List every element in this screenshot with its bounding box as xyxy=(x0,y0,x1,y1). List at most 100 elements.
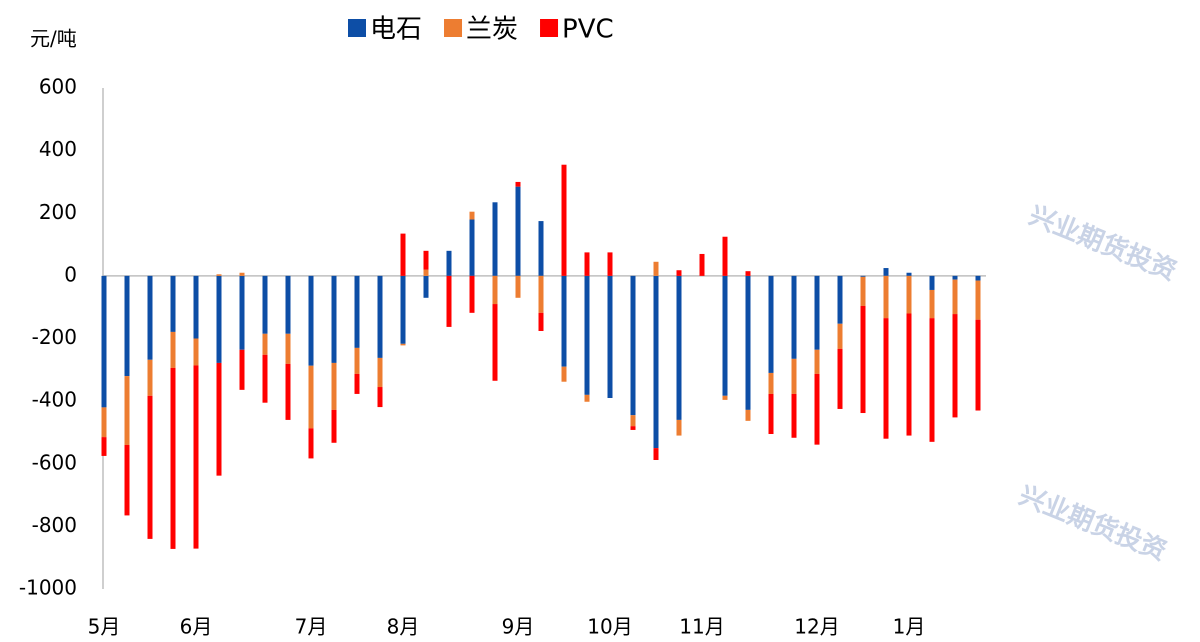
bar xyxy=(101,407,107,438)
bar xyxy=(423,250,429,270)
bar xyxy=(262,333,268,355)
bar xyxy=(423,275,429,298)
x-tick-label: 1月 xyxy=(893,615,926,639)
bar xyxy=(906,272,912,276)
bar xyxy=(538,312,544,331)
bar xyxy=(285,275,291,334)
y-tick-label: -400 xyxy=(32,388,77,412)
bar xyxy=(607,275,613,398)
bar xyxy=(170,331,176,368)
bar xyxy=(814,349,820,374)
bar xyxy=(147,395,153,539)
bar xyxy=(262,275,268,334)
bar xyxy=(906,275,912,314)
bar xyxy=(469,211,475,220)
bar xyxy=(975,280,981,320)
bar xyxy=(492,304,498,381)
bar xyxy=(216,274,222,276)
bar xyxy=(653,261,659,276)
bar xyxy=(860,276,866,306)
bar xyxy=(515,275,521,298)
bar xyxy=(975,275,981,281)
bar xyxy=(101,275,107,408)
bar xyxy=(952,275,958,280)
bar xyxy=(400,233,406,276)
bar xyxy=(331,275,337,363)
bar xyxy=(630,415,636,427)
x-tick-label: 6月 xyxy=(180,615,213,639)
bar xyxy=(676,419,682,436)
bar xyxy=(653,448,659,460)
bar xyxy=(400,275,406,344)
bar xyxy=(630,426,636,430)
bar xyxy=(929,275,935,290)
bar xyxy=(308,428,314,459)
bar xyxy=(193,275,199,339)
bar xyxy=(883,275,889,319)
bar xyxy=(837,275,843,324)
bar xyxy=(446,250,452,276)
bar xyxy=(147,275,153,360)
bar xyxy=(699,253,705,276)
bar xyxy=(216,362,222,476)
bar xyxy=(561,164,567,276)
x-tick-label: 12月 xyxy=(794,615,839,639)
bar xyxy=(745,409,751,421)
bar xyxy=(423,269,429,276)
bar xyxy=(124,444,130,516)
bar xyxy=(331,409,337,443)
legend-label: 兰炭 xyxy=(466,15,518,45)
bar xyxy=(883,268,889,276)
bar xyxy=(239,349,245,390)
bar xyxy=(814,275,820,350)
bar xyxy=(193,338,199,366)
y-tick-label: -200 xyxy=(32,325,77,349)
bar xyxy=(860,305,866,414)
bar xyxy=(515,186,521,276)
legend-label: 电石 xyxy=(370,15,422,45)
bar xyxy=(538,221,544,276)
bar xyxy=(170,367,176,549)
x-tick-label: 8月 xyxy=(387,615,420,639)
bar xyxy=(124,376,130,445)
bar xyxy=(354,275,360,348)
y-tick-label: 200 xyxy=(39,200,77,224)
bar xyxy=(354,347,360,374)
watermark: 兴业期货投资 xyxy=(1025,200,1181,287)
bar xyxy=(768,275,774,373)
bar xyxy=(469,275,475,313)
bar xyxy=(377,275,383,358)
bar xyxy=(745,271,751,276)
y-tick-label: -1000 xyxy=(19,576,77,600)
bar xyxy=(837,323,843,349)
y-tick-label: 600 xyxy=(39,75,77,99)
watermark: 兴业期货投资 xyxy=(1015,480,1171,567)
bar xyxy=(492,275,498,305)
bar xyxy=(676,275,682,420)
bar xyxy=(469,219,475,276)
y-tick-label: 400 xyxy=(39,137,77,161)
x-tick-label: 9月 xyxy=(502,615,535,639)
bar xyxy=(124,275,130,377)
x-tick-label: 7月 xyxy=(295,615,328,639)
bar xyxy=(745,275,751,410)
bar xyxy=(768,372,774,394)
bar xyxy=(308,365,314,429)
legend-label: PVC xyxy=(562,15,614,45)
bar xyxy=(722,275,728,396)
bar xyxy=(929,289,935,319)
bar xyxy=(607,252,613,276)
bar xyxy=(331,362,337,410)
bar xyxy=(193,365,199,549)
bar xyxy=(170,275,176,332)
bar xyxy=(837,348,843,409)
bar xyxy=(239,275,245,350)
bar xyxy=(883,318,889,439)
y-tick-label: -600 xyxy=(32,450,77,474)
bar xyxy=(101,437,107,456)
legend-swatch xyxy=(444,19,463,37)
bar xyxy=(860,275,866,277)
bar xyxy=(446,275,452,327)
legend-swatch xyxy=(348,19,366,37)
